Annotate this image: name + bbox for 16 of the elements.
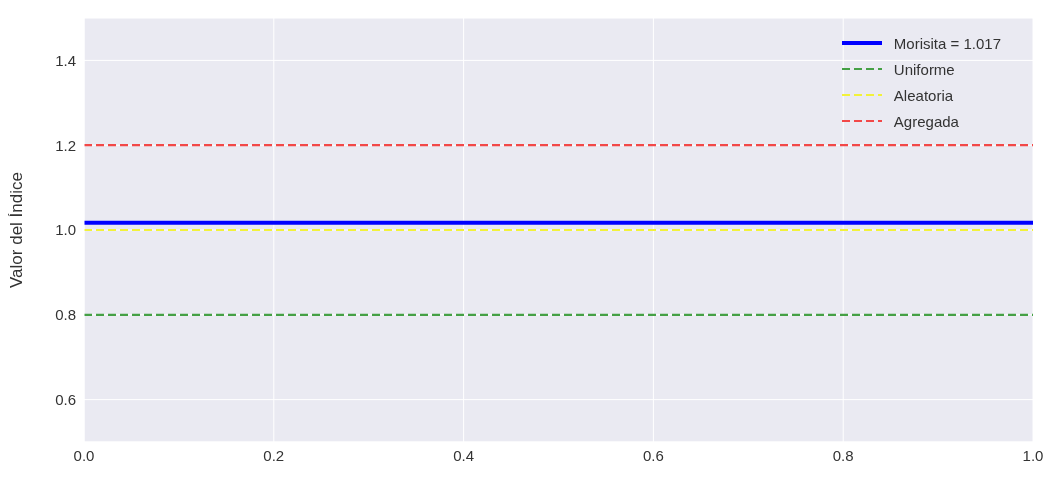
legend-label: Morisita = 1.017 xyxy=(893,34,1001,52)
x-tick-label: 0.0 xyxy=(73,446,95,464)
y-tick-label: 0.6 xyxy=(55,390,76,408)
legend-label: Uniforme xyxy=(893,60,955,78)
legend-label: Agregada xyxy=(893,112,959,130)
x-tick-label: 1.0 xyxy=(1022,446,1044,464)
x-tick-label: 0.6 xyxy=(642,446,664,464)
y-axis-title: Valor del Índice xyxy=(7,172,27,288)
x-tick-label: 0.4 xyxy=(453,446,475,464)
legend-label: Aleatoria xyxy=(893,86,954,104)
y-tick-label: 1.4 xyxy=(55,51,76,69)
x-tick-label: 0.2 xyxy=(263,446,285,464)
y-tick-label: 1.0 xyxy=(55,221,76,239)
y-tick-label: 1.2 xyxy=(55,136,76,154)
x-tick-label: 0.8 xyxy=(832,446,854,464)
y-tick-label: 0.8 xyxy=(55,306,76,324)
